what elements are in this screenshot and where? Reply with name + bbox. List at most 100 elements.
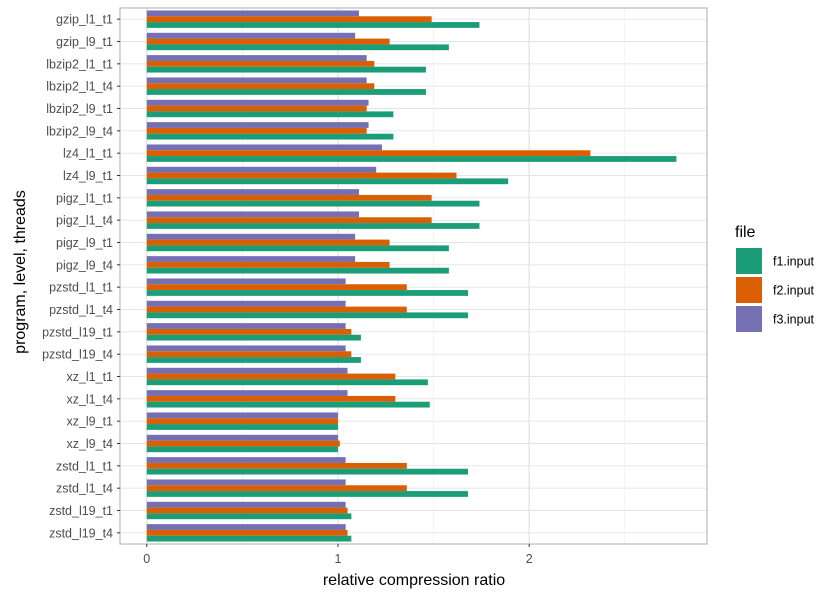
- plot-border: [119, 7, 708, 545]
- y-tick-label: lz4_l9_t1: [63, 169, 113, 183]
- bar-f1-input-gzip_l1_t1: [146, 22, 480, 28]
- bar-f3-input-lbzip2_l1_t1: [146, 55, 367, 61]
- bar-f1-input-pzstd_l19_t1: [146, 334, 361, 341]
- bar-f2-input-xz_l9_t4: [146, 440, 340, 447]
- bar-f1-input-pigz_l1_t4: [146, 223, 480, 229]
- y-tick-label: xz_l1_t1: [66, 370, 113, 384]
- bar-f1-input-lz4_l1_t1: [146, 156, 677, 162]
- panel-border: [119, 7, 708, 545]
- y-tick-label: lbzip2_l9_t4: [46, 124, 113, 138]
- y-tick-label: xz_l9_t1: [66, 415, 113, 429]
- y-axis-tick-labels: gzip_l1_t1 gzip_l9_t1 lbzip2_l1_t1 lbzip2_l…: [42, 13, 120, 540]
- y-tick-label: pigz_l9_t4: [56, 258, 113, 272]
- bar-f1-input-zstd_l1_t4: [146, 491, 468, 497]
- y-tick-label: pigz_l9_t1: [56, 236, 113, 250]
- bar-f1-input-lbzip2_l9_t4: [146, 133, 394, 140]
- bar-f2-input-pzstd_l1_t4: [146, 306, 407, 313]
- bar-f2-input-pzstd_l1_t1: [146, 284, 407, 291]
- bar-f3-input-pzstd_l1_t1: [146, 278, 346, 285]
- bar-f3-input-pigz_l9_t4: [146, 256, 356, 262]
- bar-f2-input-lbzip2_l9_t4: [146, 127, 367, 134]
- bar-f1-input-gzip_l9_t1: [146, 44, 449, 51]
- bar-f3-input-xz_l1_t1: [146, 367, 348, 374]
- y-tick-label: pzstd_l1_t4: [49, 303, 113, 317]
- bar-f2-input-pigz_l1_t1: [146, 194, 432, 201]
- bar-f1-input-pigz_l9_t1: [146, 245, 449, 252]
- y-tick-label: gzip_l9_t1: [56, 35, 113, 49]
- bar-f2-input-gzip_l9_t1: [146, 38, 390, 45]
- bar-f2-input-lbzip2_l9_t1: [146, 105, 367, 112]
- y-tick-label: pzstd_l1_t1: [49, 281, 113, 295]
- bar-f2-input-lbzip2_l1_t1: [146, 60, 375, 67]
- bar-f3-input-lz4_l1_t1: [146, 144, 382, 151]
- bar-f2-input-pigz_l9_t1: [146, 239, 390, 246]
- bar-f1-input-zstd_l1_t1: [146, 468, 468, 475]
- plot-panel: [120, 8, 707, 544]
- bar-f3-input-zstd_l1_t1: [146, 457, 346, 463]
- legend-label: f1.input: [773, 255, 815, 269]
- bar-f2-input-lz4_l9_t1: [146, 172, 457, 179]
- bar-f1-input-xz_l1_t1: [146, 379, 428, 386]
- bar-f2-input-pzstd_l19_t1: [146, 328, 352, 335]
- bar-f3-input-zstd_l1_t4: [146, 479, 346, 486]
- bar-f1-input-pigz_l9_t4: [146, 267, 449, 274]
- bar-f3-input-xz_l9_t4: [146, 434, 338, 441]
- y-axis-title: program, level, threads: [12, 190, 29, 354]
- bar-f1-input-pzstd_l1_t4: [146, 312, 468, 319]
- bar-f1-input-xz_l9_t1: [146, 424, 338, 430]
- legend-key-f3-input: [736, 306, 762, 332]
- bar-f2-input-xz_l1_t4: [146, 395, 396, 402]
- bar-f1-input-zstd_l19_t1: [146, 513, 352, 520]
- y-tick-label: zstd_l19_t4: [49, 526, 113, 540]
- legend-label: f3.input: [773, 313, 815, 327]
- bar-f1-input-zstd_l19_t4: [146, 535, 352, 542]
- x-tick-label: 1: [334, 552, 341, 566]
- bar-f3-input-lbzip2_l1_t4: [146, 77, 367, 84]
- bar-f3-input-pzstd_l19_t1: [146, 323, 346, 329]
- bar-f1-input-pzstd_l1_t1: [146, 290, 468, 296]
- legend-key-f2-input: [736, 277, 762, 303]
- bar-f3-input-zstd_l19_t4: [146, 524, 346, 530]
- bar-f2-input-zstd_l1_t1: [146, 462, 407, 469]
- bar-f1-input-lbzip2_l1_t1: [146, 66, 426, 73]
- bar-f3-input-xz_l9_t1: [146, 412, 338, 419]
- x-tick-label: 0: [143, 552, 150, 566]
- bar-f2-input-zstd_l19_t1: [146, 507, 348, 514]
- y-tick-label: zstd_l19_t1: [49, 504, 113, 518]
- y-tick-label: zstd_l1_t4: [56, 482, 113, 496]
- y-tick-label: lz4_l1_t1: [63, 147, 113, 161]
- y-tick-label: lbzip2_l1_t1: [46, 57, 113, 71]
- bar-f1-input-lbzip2_l9_t1: [146, 111, 394, 118]
- y-tick-label: xz_l1_t4: [66, 392, 113, 406]
- y-tick-label: lbzip2_l1_t4: [46, 80, 113, 94]
- bar-f2-input-pzstd_l19_t4: [146, 351, 352, 358]
- bars-group: [146, 10, 677, 542]
- bar-f2-input-gzip_l1_t1: [146, 16, 432, 23]
- bar-f3-input-pigz_l1_t1: [146, 189, 360, 195]
- bar-f1-input-xz_l9_t4: [146, 446, 338, 453]
- y-tick-label: gzip_l1_t1: [56, 13, 113, 27]
- bar-f3-input-lz4_l9_t1: [146, 166, 377, 173]
- plot-background: [120, 8, 707, 544]
- bar-f3-input-gzip_l9_t1: [146, 32, 356, 39]
- y-tick-label: pzstd_l19_t4: [42, 348, 113, 362]
- bar-f2-input-zstd_l1_t4: [146, 485, 407, 492]
- y-tick-label: xz_l9_t4: [66, 437, 113, 451]
- bar-f3-input-zstd_l19_t1: [146, 501, 346, 508]
- y-tick-label: zstd_l1_t1: [56, 459, 113, 473]
- bar-f3-input-pigz_l1_t4: [146, 211, 360, 218]
- y-tick-label: pigz_l1_t4: [56, 214, 113, 228]
- bar-f3-input-gzip_l1_t1: [146, 10, 360, 17]
- bar-f1-input-pigz_l1_t1: [146, 200, 480, 207]
- x-tick-label: 2: [526, 552, 533, 566]
- legend-title: file: [735, 224, 756, 241]
- bar-f3-input-pigz_l9_t1: [146, 233, 356, 240]
- bar-f2-input-pigz_l1_t4: [146, 217, 432, 224]
- x-axis-title: relative compression ratio: [323, 572, 505, 589]
- bar-f3-input-lbzip2_l9_t1: [146, 99, 369, 106]
- bar-f2-input-pigz_l9_t4: [146, 261, 390, 268]
- bar-f1-input-xz_l1_t4: [146, 401, 430, 408]
- bar-f1-input-lz4_l9_t1: [146, 178, 509, 185]
